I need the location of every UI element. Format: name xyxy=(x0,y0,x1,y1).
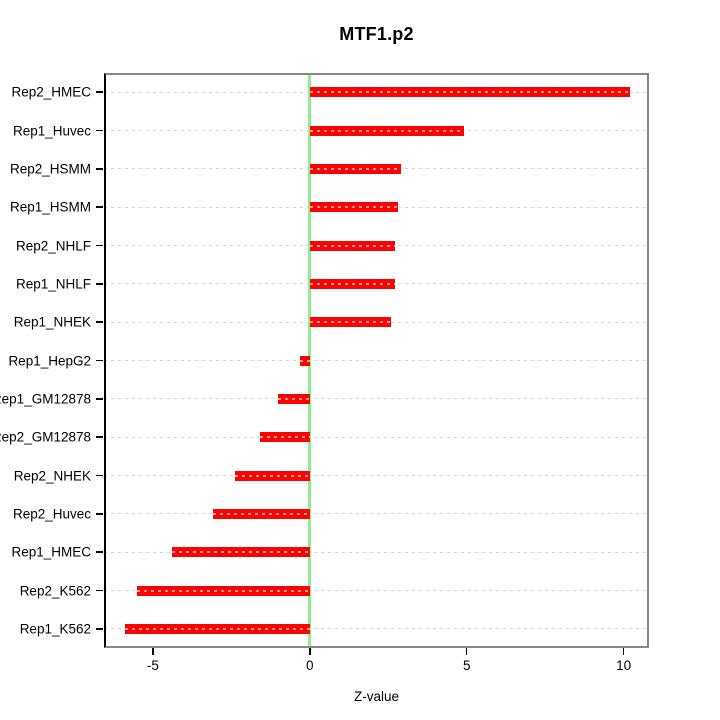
bar-center-dash xyxy=(309,321,392,324)
y-tick xyxy=(96,244,103,247)
bar xyxy=(234,470,310,481)
bar xyxy=(212,508,310,519)
x-axis-title: Z-value xyxy=(353,689,399,704)
bar xyxy=(309,240,395,251)
x-tick xyxy=(622,648,625,655)
y-tick xyxy=(96,206,103,208)
gridline xyxy=(104,513,649,515)
gridline xyxy=(104,436,649,438)
y-tick xyxy=(96,436,103,438)
y-tick-label: Rep2_Huvec xyxy=(12,506,91,522)
y-tick-label: Rep2_K562 xyxy=(19,583,91,598)
bar xyxy=(171,547,310,558)
y-tick xyxy=(96,321,103,323)
bar xyxy=(124,623,310,634)
y-tick-label: Rep1_HMEC xyxy=(11,544,91,560)
bar xyxy=(278,393,310,404)
x-tick-label: -5 xyxy=(146,658,159,673)
y-tick-label: Rep1_NHLF xyxy=(15,276,91,292)
y-tick-label: Rep1_NHEK xyxy=(13,314,91,330)
y-tick xyxy=(96,129,103,132)
y-tick xyxy=(96,359,103,362)
bar xyxy=(309,87,630,98)
bar xyxy=(309,202,398,213)
bar xyxy=(259,432,310,443)
y-tick-label: Rep1_K562 xyxy=(19,621,91,637)
x-tick xyxy=(309,648,311,655)
bar-center-dash xyxy=(309,167,401,170)
bar-center-dash xyxy=(309,282,395,285)
bar-center-dash xyxy=(212,512,310,515)
bar-center-dash xyxy=(234,474,310,477)
gridline xyxy=(104,475,649,476)
gridline xyxy=(104,551,649,553)
y-tick xyxy=(96,398,103,400)
bar xyxy=(309,278,395,289)
y-tick xyxy=(96,283,103,285)
gridline xyxy=(104,590,649,591)
x-tick-label: 0 xyxy=(306,658,314,673)
y-tick xyxy=(96,551,103,553)
y-tick-label: Rep2_GM12878 xyxy=(0,429,91,445)
gridline xyxy=(104,360,649,361)
bar-center-dash xyxy=(309,244,395,247)
y-tick-label: Rep1_GM12878 xyxy=(0,391,91,407)
y-tick-label: Rep1_HSMM xyxy=(9,199,91,215)
bar xyxy=(300,355,310,366)
bar-center-dash xyxy=(300,359,310,362)
bar xyxy=(309,163,401,174)
y-tick-label: Rep2_NHLF xyxy=(15,238,91,253)
chart-title: MTF1.p2 xyxy=(339,24,414,44)
y-tick xyxy=(96,91,103,93)
y-tick-label: Rep2_HSMM xyxy=(9,161,91,177)
y-tick-label: Rep2_NHEK xyxy=(13,468,91,483)
bar xyxy=(309,125,464,136)
y-axis-labels: Rep2_HMEC Rep1_Huvec Rep2_HSMM Rep1_HSMM Rep… xyxy=(0,73,104,648)
y-tick xyxy=(96,168,103,170)
bar-center-dash xyxy=(137,589,310,592)
gridline xyxy=(104,398,649,400)
x-tick xyxy=(465,648,468,655)
x-axis: -5 0 5 10 xyxy=(104,648,649,688)
y-tick-label: Rep1_Huvec xyxy=(12,123,91,138)
x-tick-label: 10 xyxy=(616,658,632,673)
y-tick-label: Rep1_HepG2 xyxy=(8,353,91,368)
y-tick xyxy=(96,628,103,630)
bar-center-dash xyxy=(309,129,464,132)
bar-center-dash xyxy=(259,436,310,439)
y-tick xyxy=(96,589,103,592)
bar xyxy=(137,585,310,596)
x-tick-label: 5 xyxy=(462,658,471,673)
plot-area xyxy=(104,73,649,648)
y-tick xyxy=(96,474,103,477)
bar-center-dash xyxy=(278,397,310,400)
bar xyxy=(309,317,392,328)
x-tick xyxy=(152,648,154,655)
zero-reference-line xyxy=(308,73,312,648)
y-tick xyxy=(96,513,103,515)
bar-center-dash xyxy=(309,206,398,209)
y-tick-label: Rep2_HMEC xyxy=(11,84,91,100)
gridline xyxy=(104,628,649,630)
bar-center-dash xyxy=(309,91,630,94)
bar-center-dash xyxy=(171,551,310,554)
bar-center-dash xyxy=(124,627,310,630)
